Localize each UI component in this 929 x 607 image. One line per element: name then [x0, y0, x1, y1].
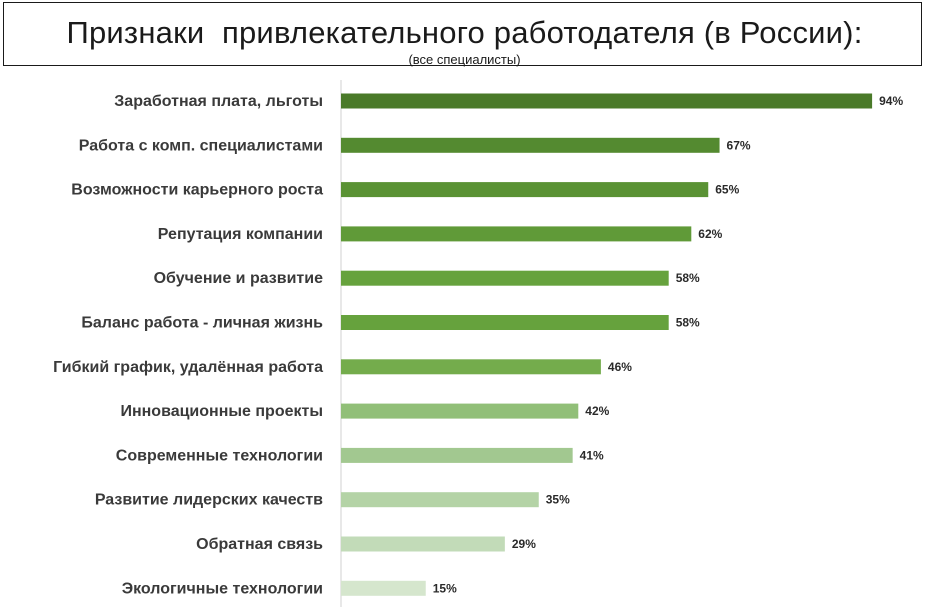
value-label: 58% [676, 316, 700, 330]
bar [341, 137, 720, 153]
bar [341, 536, 505, 552]
category-label: Инновационные проекты [120, 403, 323, 420]
bar [341, 580, 426, 596]
bar [341, 359, 601, 375]
value-label: 42% [585, 404, 609, 418]
category-label: Обратная связь [196, 536, 323, 553]
category-label: Обучение и развитие [154, 270, 323, 287]
bar [341, 182, 709, 198]
category-label: Баланс работа - личная жизнь [81, 315, 323, 332]
value-label: 46% [608, 360, 632, 374]
bar [341, 315, 669, 330]
bar [341, 403, 579, 419]
value-label: 29% [512, 537, 536, 551]
bar [341, 492, 539, 508]
value-label: 65% [715, 183, 739, 197]
bar [341, 226, 692, 242]
value-label: 15% [433, 581, 457, 595]
category-label: Развитие лидерских качеств [95, 492, 323, 509]
value-label: 41% [580, 448, 604, 462]
category-label: Работа с комп. специалистами [79, 137, 323, 154]
bar [341, 447, 573, 463]
category-label: Современные технологии [116, 447, 323, 464]
chart-subtitle: (все специалисты) [408, 52, 521, 67]
category-label: Экологичные технологии [122, 580, 323, 597]
title-box [3, 2, 922, 66]
category-label: Гибкий график, удалённая работа [53, 359, 323, 376]
value-label: 62% [698, 227, 722, 241]
category-label: Репутация компании [158, 226, 323, 243]
category-label: Заработная плата, льготы [114, 93, 323, 110]
category-label: Возможности карьерного роста [71, 182, 323, 199]
value-label: 35% [546, 493, 570, 507]
value-label: 67% [727, 138, 751, 152]
value-label: 94% [879, 94, 903, 108]
bar [341, 93, 873, 109]
value-label: 58% [676, 271, 700, 285]
chart-title: Признаки привлекательного работодателя (… [66, 15, 863, 50]
bar [341, 270, 669, 286]
